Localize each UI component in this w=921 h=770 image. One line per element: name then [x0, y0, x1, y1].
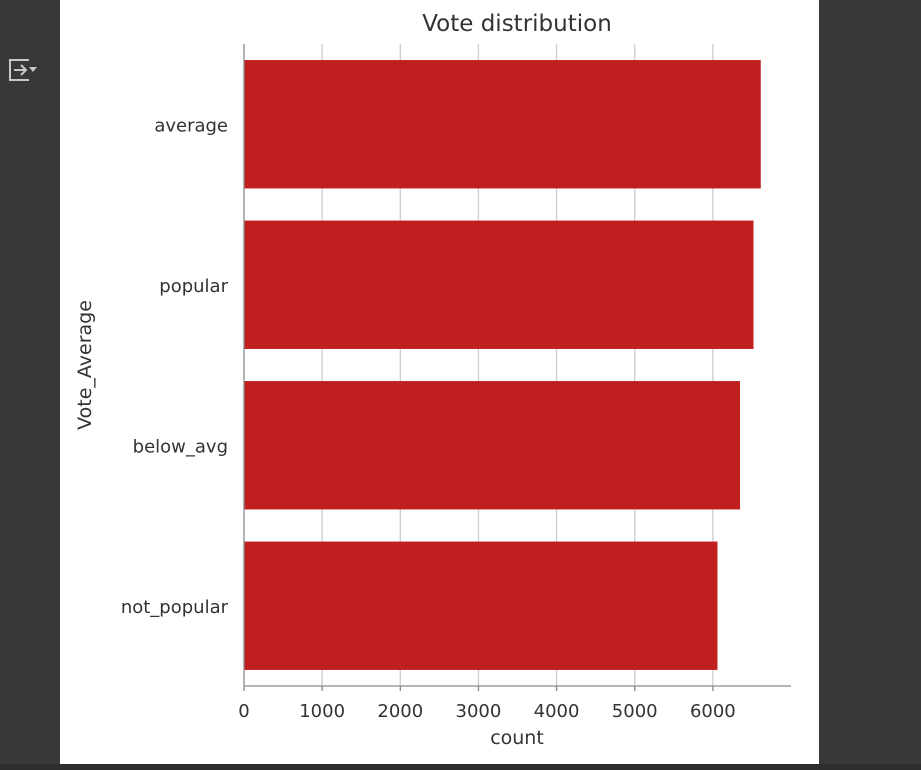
- figure-canvas: average popular below_avg not_popular 0 1000 2…: [60, 0, 819, 764]
- right-gutter: [819, 0, 921, 764]
- x-tick-label: 3000: [456, 701, 502, 722]
- chart-title: Vote distribution: [422, 11, 612, 37]
- y-tick-label: below_avg: [133, 436, 228, 457]
- bar-popular: [244, 220, 754, 349]
- bars: [244, 60, 761, 670]
- cell-bottom-border: [0, 764, 921, 770]
- bar-not_popular: [244, 541, 718, 670]
- y-tick-label: average: [154, 115, 228, 136]
- x-tick-label: 2000: [377, 701, 423, 722]
- output-toggle-button[interactable]: [6, 56, 38, 84]
- x-axis-label: count: [490, 727, 544, 749]
- x-tick-label: 5000: [612, 701, 658, 722]
- y-tick-label: not_popular: [121, 597, 229, 618]
- x-tick-label: 4000: [534, 701, 580, 722]
- x-tick-label: 0: [238, 701, 249, 722]
- output-toggle-icon: [9, 59, 37, 81]
- y-axis-label: Vote_Average: [74, 300, 96, 430]
- bar-average: [244, 60, 761, 189]
- y-tick-label: popular: [159, 276, 228, 297]
- x-tick-label: 6000: [690, 701, 736, 722]
- bar-below_avg: [244, 381, 741, 510]
- bar-chart: average popular below_avg not_popular 0 1000 2…: [74, 11, 791, 749]
- x-tick-label: 1000: [299, 701, 345, 722]
- axes: average popular below_avg not_popular 0 1000 2…: [121, 44, 791, 722]
- output-gutter: [0, 0, 60, 770]
